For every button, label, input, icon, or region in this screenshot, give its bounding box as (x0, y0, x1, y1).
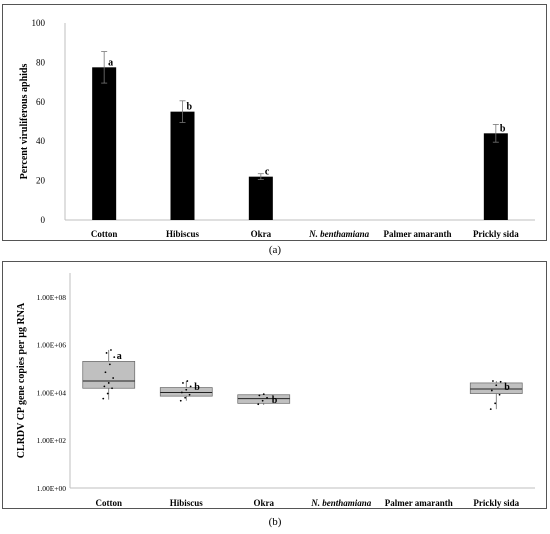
significance-letter-okra: b (272, 395, 278, 406)
y-tick-label: 80 (36, 57, 46, 67)
data-point-okra (262, 393, 265, 396)
x-tick-label-n-benthamiana: N. benthamiana (310, 498, 372, 508)
data-point-prickly-sida (490, 389, 493, 392)
panel-b-label: (b) (268, 516, 282, 528)
data-point-prickly-sida (498, 393, 501, 396)
y-tick-label: 1.00E+08 (37, 293, 67, 302)
data-point-okra (257, 403, 260, 406)
x-tick-label-palmer-amaranth: Palmer amaranth (385, 498, 453, 508)
y-tick-label: 20 (36, 176, 46, 186)
x-tick-label-okra: Okra (251, 229, 272, 239)
data-point-prickly-sida (495, 384, 498, 387)
y-tick-label: 40 (36, 136, 46, 146)
data-point-prickly-sida (489, 408, 492, 411)
data-point-hibiscus (189, 385, 192, 388)
panel-a-label: (a) (268, 244, 282, 256)
data-point-prickly-sida (494, 402, 497, 405)
data-point-cotton (105, 352, 108, 354)
y-tick-label: 1.00E+02 (37, 436, 67, 445)
data-point-cotton (111, 387, 113, 390)
x-tick-label-n-benthamiana: N. benthamiana (308, 229, 370, 239)
data-point-hibiscus (184, 396, 187, 399)
data-point-prickly-sida (492, 380, 494, 382)
data-point-prickly-sida (499, 380, 502, 383)
data-point-hibiscus (186, 380, 189, 382)
data-point-cotton (108, 363, 111, 366)
data-point-cotton (102, 397, 105, 400)
y-tick-label: 1.00E+00 (37, 484, 67, 493)
bar-hibiscus (170, 111, 195, 220)
data-point-cotton (103, 385, 106, 388)
x-tick-label-hibiscus: Hibiscus (166, 229, 200, 239)
significance-letter-prickly-sida: b (500, 123, 506, 134)
y-tick-label: 0 (41, 215, 46, 225)
data-point-cotton (113, 356, 116, 359)
x-tick-label-prickly-sida: Prickly sida (473, 498, 519, 508)
data-point-cotton (106, 392, 109, 395)
data-point-cotton (112, 377, 115, 379)
y-tick-label: 60 (36, 97, 46, 107)
data-point-cotton (110, 349, 112, 351)
box-hibiscus (159, 387, 213, 397)
data-point-hibiscus (185, 388, 188, 391)
data-point-hibiscus (179, 399, 182, 402)
data-point-okra (266, 396, 268, 399)
data-point-cotton (107, 382, 110, 384)
data-point-hibiscus (180, 391, 183, 394)
significance-letter-okra: c (265, 167, 270, 178)
data-point-okra (258, 394, 261, 397)
box-cotton (82, 361, 136, 389)
x-tick-label-prickly-sida: Prickly sida (473, 229, 519, 239)
significance-letter-cotton: a (108, 57, 113, 68)
y-tick-label: 1.00E+04 (37, 388, 67, 397)
bar-prickly-sida (483, 133, 508, 220)
bar-cotton (92, 67, 117, 220)
x-tick-label-okra: Okra (253, 498, 274, 508)
y-axis-title: Percent viruliferous aphids (19, 64, 30, 180)
bar-chart: 0 20 40 60 80 100 Percent viruliferous aphids a… (19, 18, 535, 239)
data-point-hibiscus (182, 382, 184, 384)
y-axis-title: CLRDV CP gene copies per µg RNA (16, 302, 27, 458)
significance-letter-hibiscus: b (187, 102, 193, 113)
y-tick-label: 1.00E+06 (37, 341, 67, 350)
box-prickly-sida (469, 382, 523, 394)
bar-okra (248, 176, 273, 220)
significance-letter-cotton: a (117, 351, 122, 362)
data-point-hibiscus (188, 393, 191, 396)
x-tick-label-palmer-amaranth: Palmer amaranth (383, 229, 451, 239)
data-point-cotton (104, 371, 107, 374)
data-point-okra (261, 399, 264, 402)
x-tick-label-cotton: Cotton (96, 498, 123, 508)
significance-letter-hibiscus: b (194, 382, 200, 393)
x-tick-label-hibiscus: Hibiscus (170, 498, 204, 508)
y-tick-label: 100 (32, 18, 46, 28)
significance-letter-prickly-sida: b (504, 382, 510, 393)
x-tick-label-cotton: Cotton (91, 229, 118, 239)
